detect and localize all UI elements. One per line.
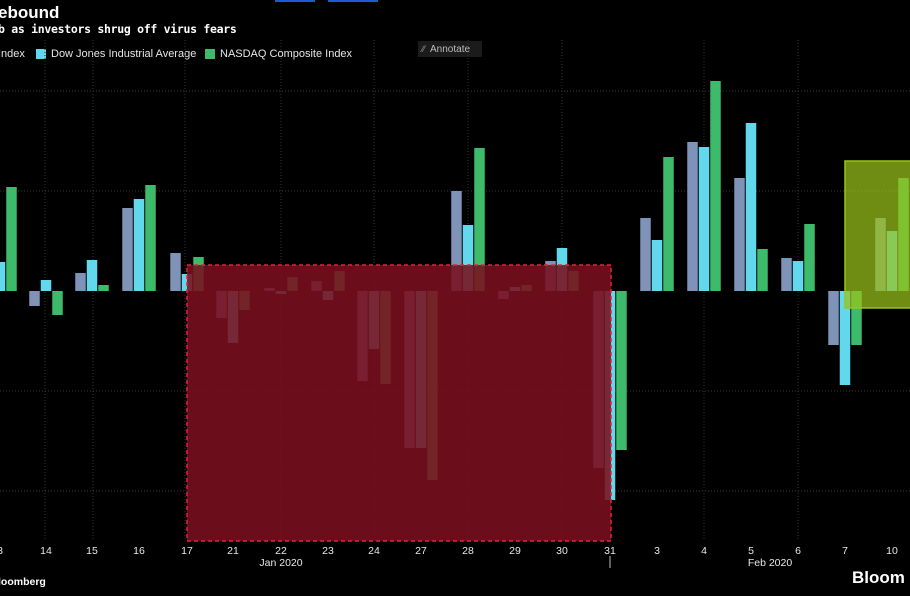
annotate-label: Annotate	[430, 43, 471, 55]
x-tick-label: 4	[701, 545, 707, 557]
pencil-icon: ⁄⁄	[422, 44, 426, 54]
bar-index-3	[640, 218, 651, 291]
bar-nasdaq-composite-index-5	[757, 249, 768, 291]
legend-item-nasdaq[interactable]: NASDAQ Composite Index	[205, 48, 352, 60]
bar-nasdaq-composite-index-3	[6, 187, 17, 291]
bar-nasdaq-composite-index-15	[98, 285, 109, 291]
bar-dow-jones-industrial-average-4	[698, 147, 710, 291]
annotate-button[interactable]: ⁄⁄ Annotate	[418, 41, 482, 57]
x-tick-label: 31	[604, 545, 616, 557]
bar-nasdaq-composite-index-16	[145, 185, 156, 291]
x-tick-label: 5	[748, 545, 754, 557]
legend-label-nasdaq: NASDAQ Composite Index	[220, 48, 353, 60]
bar-dow-jones-industrial-average-7	[839, 291, 851, 385]
bar-nasdaq-composite-index-4	[710, 81, 721, 291]
bar-nasdaq-composite-index-31	[616, 291, 627, 450]
x-tick-label: 14	[40, 545, 52, 557]
bar-nasdaq-composite-index-28	[474, 148, 485, 291]
x-tick-label: 16	[133, 545, 145, 557]
top-accent-bar-right	[328, 0, 378, 2]
bar-nasdaq-composite-index-14	[52, 291, 63, 315]
bar-dow-jones-industrial-average-5	[745, 123, 757, 291]
x-tick-label: 30	[556, 545, 568, 557]
bar-index-28	[451, 191, 462, 291]
x-tick-label: 15	[86, 545, 98, 557]
brand-logo: Bloom	[852, 568, 905, 587]
legend-label-index: Index	[0, 48, 25, 60]
bar-index-15	[75, 273, 86, 291]
x-tick-label: 3	[654, 545, 660, 557]
x-tick-label: 27	[415, 545, 427, 557]
x-tick-label: 24	[368, 545, 380, 557]
chart-title: ebound	[0, 3, 60, 22]
month-label-feb: Feb 2020	[748, 557, 793, 569]
x-tick-label: 29	[509, 545, 521, 557]
bar-index-17	[170, 253, 181, 291]
legend-label-dow-jones: Dow Jones Industrial Average	[51, 48, 197, 60]
chart-subtitle: b as investors shrug off virus fears	[0, 22, 237, 36]
bar-index-16	[122, 208, 133, 291]
x-tick-label: 17	[181, 545, 193, 557]
bar-dow-jones-industrial-average-28	[462, 225, 474, 291]
legend-swatch-dow-jones	[36, 49, 46, 59]
x-tick-label: 7	[842, 545, 848, 557]
x-tick-label: 3	[0, 545, 3, 557]
legend-swatch-nasdaq	[205, 49, 215, 59]
bar-dow-jones-industrial-average-14	[40, 280, 52, 291]
source-label: loomberg	[0, 576, 46, 588]
bar-nasdaq-composite-index-7	[851, 291, 862, 345]
bar-dow-jones-industrial-average-15	[86, 260, 98, 291]
bar-index-4	[687, 142, 698, 291]
x-tick-label: 6	[795, 545, 801, 557]
x-tick-label: 28	[462, 545, 474, 557]
bar-dow-jones-industrial-average-3	[651, 240, 663, 291]
bar-dow-jones-industrial-average-3	[0, 262, 6, 291]
bar-index-6	[781, 258, 792, 291]
bar-index-5	[734, 178, 745, 291]
x-tick-label: 10	[886, 545, 898, 557]
bar-index-7	[828, 291, 839, 345]
bar-nasdaq-composite-index-6	[804, 224, 815, 291]
month-label-jan: Jan 2020	[259, 557, 302, 569]
x-tick-label: 21	[227, 545, 239, 557]
bar-nasdaq-composite-index-3	[663, 157, 674, 291]
bar-dow-jones-industrial-average-16	[133, 199, 145, 291]
x-tick-label: 22	[275, 545, 287, 557]
rebound-highlight-box	[844, 160, 910, 309]
x-tick-label: 23	[322, 545, 334, 557]
bar-index-14	[29, 291, 40, 306]
legend-item-index[interactable]: Index	[0, 48, 25, 60]
decline-highlight-box	[186, 264, 612, 542]
bar-dow-jones-industrial-average-6	[792, 261, 804, 291]
legend-item-dow-jones[interactable]: Dow Jones Industrial Average	[36, 48, 196, 60]
top-accent-bar-left	[275, 0, 315, 2]
